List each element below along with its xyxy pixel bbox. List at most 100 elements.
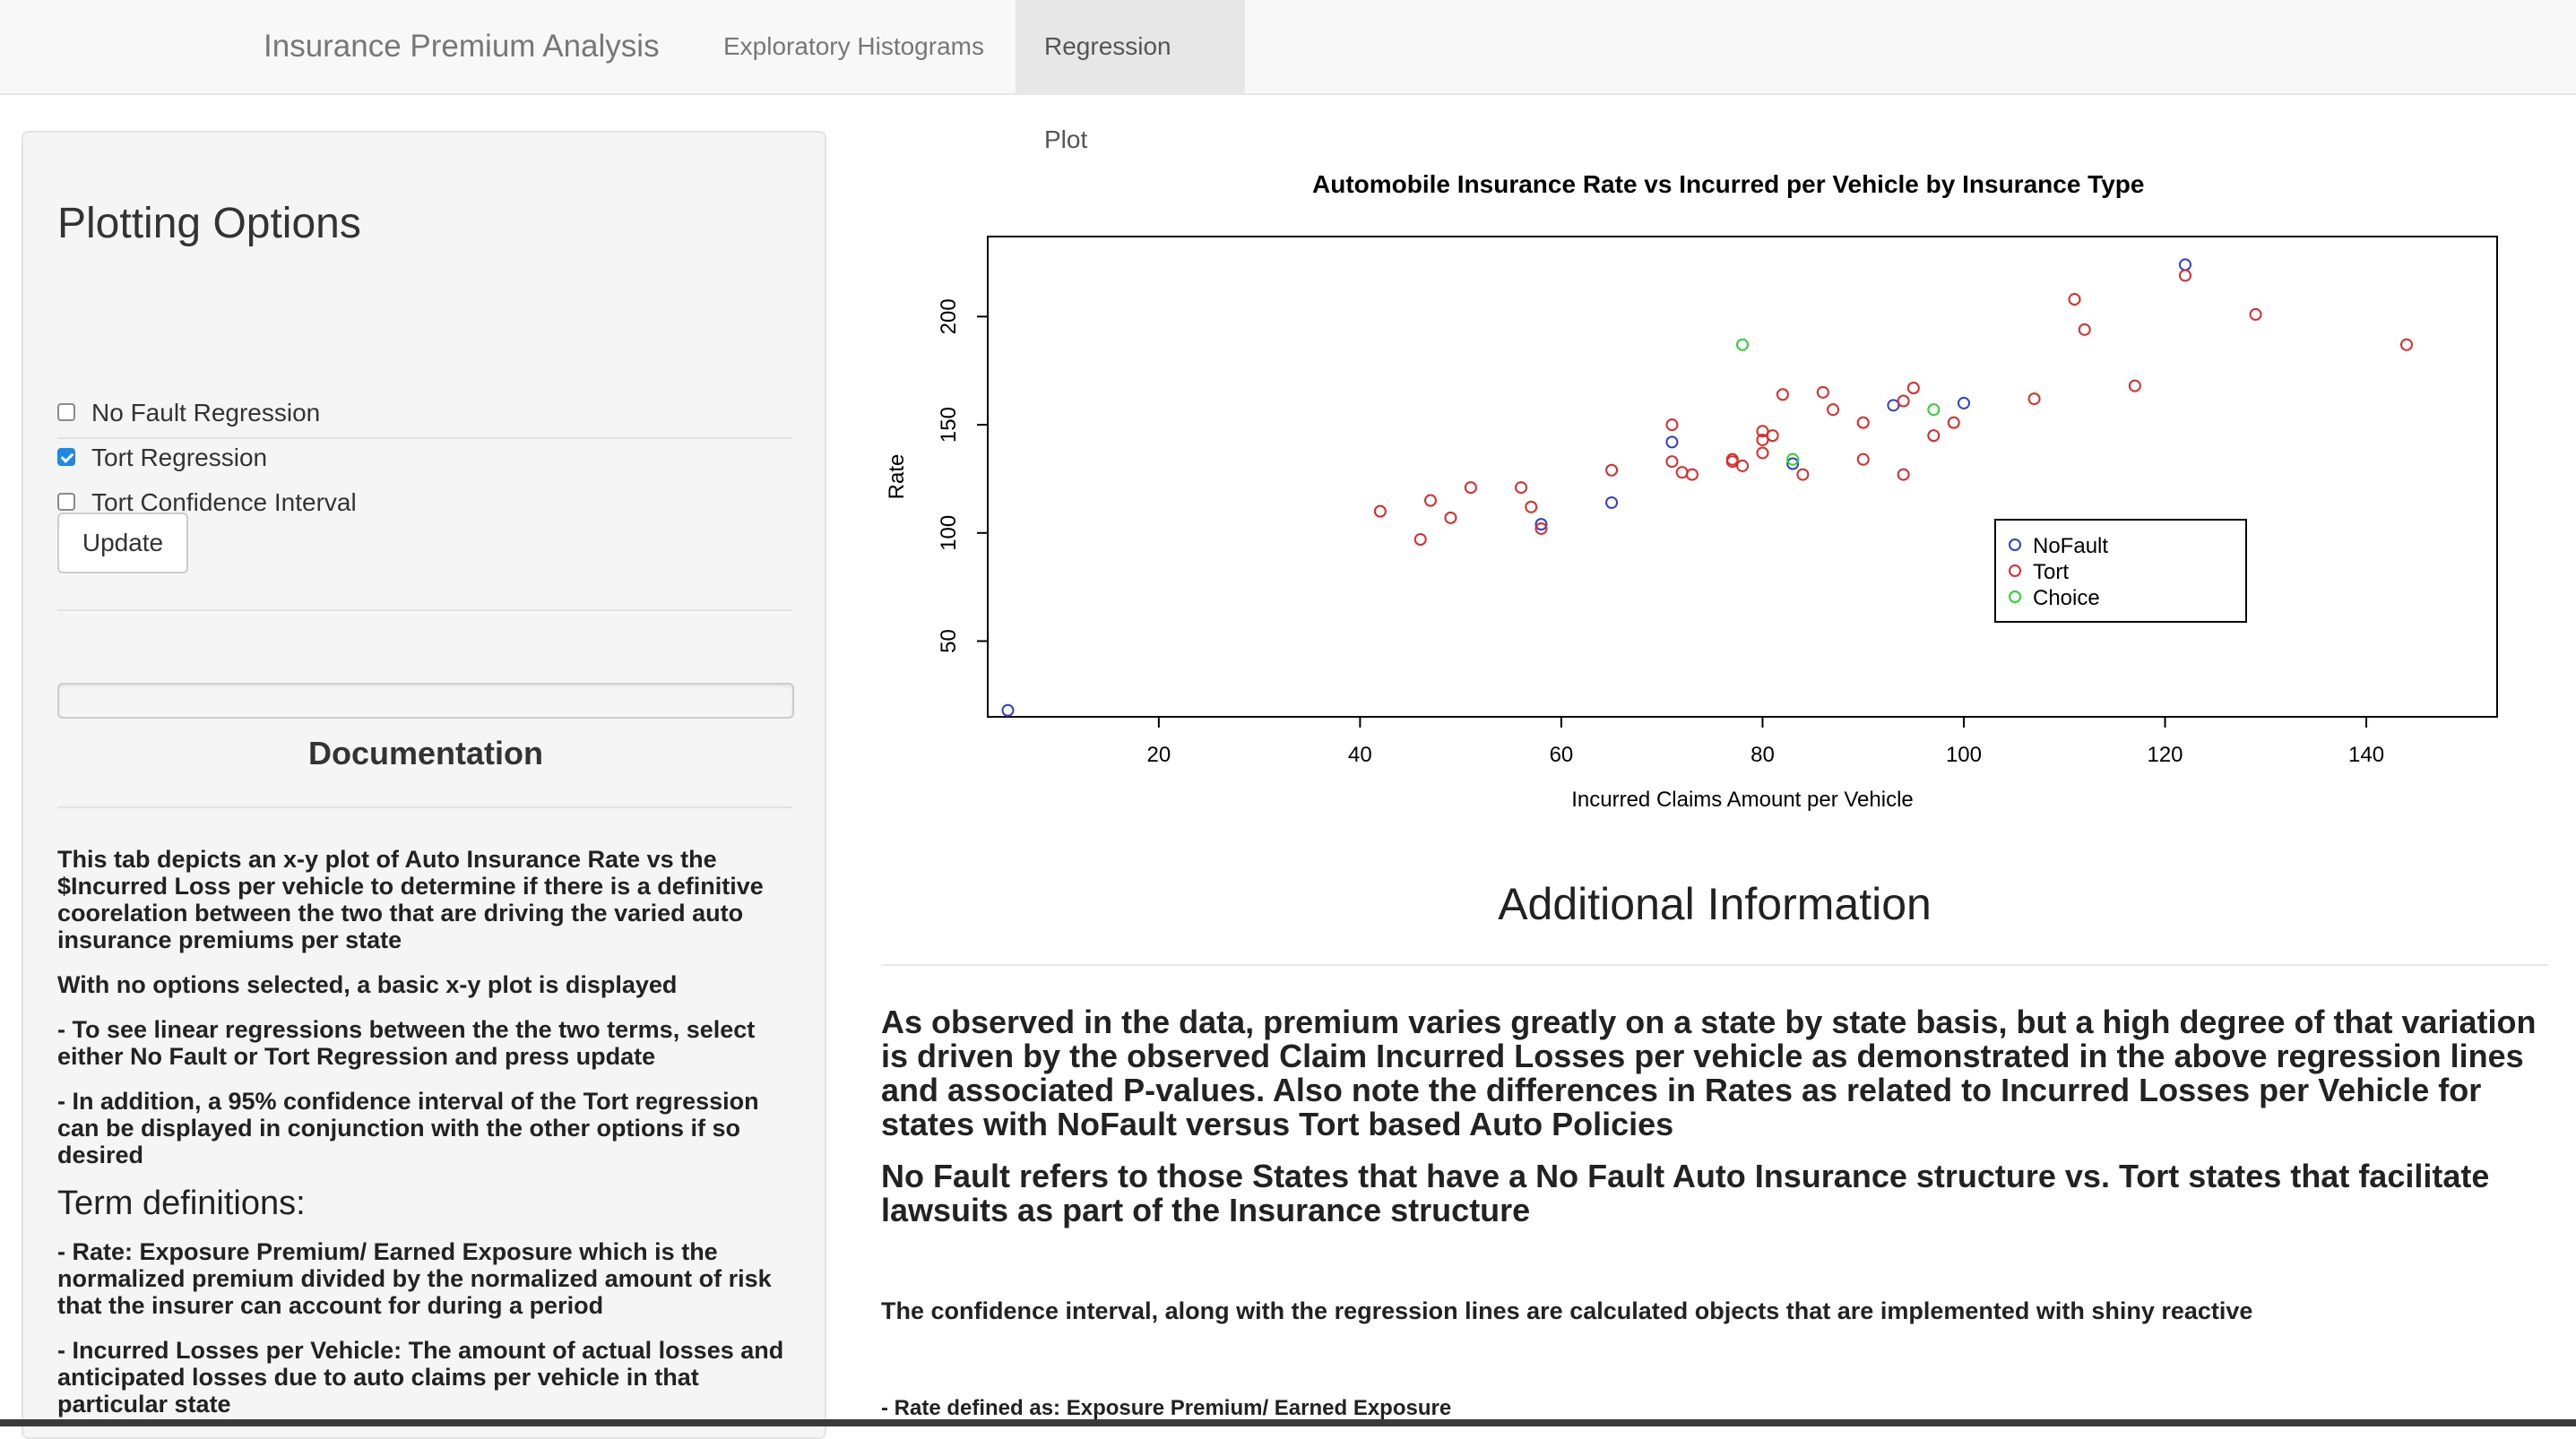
info-paragraph: - Rate defined as: Exposure Premium/ Ear… (881, 1396, 1452, 1420)
x-tick-label: 80 (1750, 743, 1775, 767)
data-point-tort (1665, 418, 1679, 432)
doc-paragraph: - Rate: Exposure Premium/ Earned Exposur… (57, 1238, 772, 1319)
tort-regression-label[interactable]: Tort Regression (91, 444, 268, 471)
data-point-nofault (1001, 703, 1015, 717)
data-point-tort (1756, 425, 1769, 438)
update-button[interactable]: Update (57, 513, 188, 573)
legend-marker (2009, 539, 2021, 551)
data-point-nofault (1665, 435, 1679, 449)
data-point-tort (1776, 388, 1789, 401)
data-point-tort (1534, 521, 1548, 535)
data-point-tort (1685, 468, 1699, 481)
legend-marker (2009, 564, 2021, 577)
app-brand[interactable]: Insurance Premium Analysis (264, 29, 660, 64)
tort-regression-checkbox[interactable] (57, 448, 75, 466)
data-point-tort (1725, 455, 1739, 469)
chart-title: Automobile Insurance Rate vs Incurred pe… (1312, 170, 2145, 198)
data-point-tort (1927, 429, 1941, 443)
data-point-nofault (1887, 399, 1900, 412)
y-tick-label: 200 (937, 298, 961, 334)
data-point-tort (1856, 452, 1870, 466)
legend-marker (2009, 590, 2021, 603)
tab-exploratory-histograms[interactable]: Exploratory Histograms (723, 32, 984, 60)
divider (57, 609, 792, 611)
data-point-tort (2027, 392, 2041, 406)
data-point-tort (1827, 403, 1840, 417)
window-bottom-edge (0, 1419, 2576, 1426)
data-point-tort (1605, 463, 1619, 477)
data-point-tort (2068, 293, 2081, 306)
data-point-tort (1766, 429, 1779, 443)
info-paragraph: As observed in the data, premium varies … (881, 1004, 2537, 1142)
data-point-tort (1736, 459, 1749, 472)
data-point-tort (1897, 394, 1910, 408)
term-definitions-heading: Term definitions: (57, 1185, 306, 1222)
divider (881, 964, 2548, 966)
no-fault-regression-label[interactable]: No Fault Regression (91, 399, 321, 427)
plot-frame (987, 236, 2498, 718)
no-fault-regression-checkbox[interactable] (57, 403, 75, 421)
data-point-tort (1947, 416, 1960, 429)
x-tick-label: 20 (1147, 743, 1171, 767)
x-axis-label: Incurred Claims Amount per Vehicle (1571, 788, 1914, 812)
data-point-tort (1756, 433, 1769, 446)
data-point-tort (1665, 455, 1679, 469)
scatter-plot: 20 40 60 80 100 120 140 50 100 150 200 Incurred Cla… (885, 236, 2498, 812)
progress-bar (57, 683, 794, 719)
data-point-tort (2078, 323, 2091, 336)
data-point-choice (1927, 403, 1941, 417)
data-point-tort (1906, 382, 1920, 395)
navbar: Insurance Premium Analysis Exploratory H… (0, 0, 2576, 153)
data-point-choice (1786, 452, 1800, 466)
data-point-tort (2249, 307, 2262, 321)
doc-paragraph: - In addition, a 95% confidence interval… (57, 1088, 759, 1168)
data-point-nofault (2178, 258, 2191, 271)
legend-label: NoFault (2033, 534, 2108, 558)
data-point-nofault (1534, 518, 1548, 531)
y-axis-label: Rate (885, 454, 909, 500)
legend-label: Choice (2033, 586, 2100, 610)
data-point-tort (1816, 385, 1829, 399)
doc-paragraph: - To see linear regressions between the … (57, 1016, 756, 1070)
data-point-tort (1897, 468, 1910, 481)
additional-information-title: Additional Information (1498, 879, 1932, 929)
data-point-tort (2399, 338, 2413, 351)
data-point-nofault (1605, 495, 1619, 509)
data-point-tort (1373, 504, 1387, 518)
data-point-tort (1756, 446, 1769, 460)
doc-paragraph: - Incurred Losses per Vehicle: The amoun… (57, 1337, 784, 1417)
tab-regression-plot[interactable]: Regression Plot (1016, 0, 1245, 153)
data-point-tort (1796, 468, 1810, 481)
data-point-tort (1423, 494, 1437, 507)
divider (57, 437, 792, 439)
data-point-tort (1444, 511, 1457, 524)
data-point-tort (1675, 466, 1689, 479)
sidebar-title: Plotting Options (57, 200, 361, 247)
data-point-tort (2128, 379, 2141, 392)
data-point-tort (1515, 481, 1528, 495)
legend-label: Tort (2033, 560, 2069, 584)
x-tick-label: 40 (1348, 743, 1372, 767)
legend-box (1994, 519, 2247, 623)
data-point-tort (1856, 416, 1870, 429)
tort-confidence-interval-label[interactable]: Tort Confidence Interval (91, 488, 357, 516)
data-point-choice (1736, 338, 1749, 351)
data-point-nofault (1786, 457, 1800, 470)
x-tick-label: 120 (2147, 743, 2183, 767)
x-tick-label: 140 (2348, 743, 2384, 767)
data-point-nofault (1957, 396, 1970, 409)
info-paragraph: The confidence interval, along with the … (881, 1297, 2253, 1324)
y-tick-label: 50 (937, 629, 961, 653)
data-point-tort (1464, 481, 1477, 495)
y-tick-label: 150 (937, 407, 961, 443)
data-point-tort (1525, 500, 1538, 513)
doc-paragraph: This tab depicts an x-y plot of Auto Ins… (57, 846, 764, 953)
x-tick-label: 100 (1946, 743, 1982, 767)
divider (57, 806, 792, 808)
data-point-tort (1413, 533, 1427, 547)
tort-confidence-interval-checkbox[interactable] (57, 493, 75, 511)
x-tick-label: 60 (1550, 743, 1574, 767)
sidebar-panel: Plotting Options No Fault Regression Tor… (22, 131, 826, 1439)
y-tick-label: 100 (937, 515, 961, 551)
info-paragraph: No Fault refers to those States that hav… (881, 1158, 2490, 1228)
